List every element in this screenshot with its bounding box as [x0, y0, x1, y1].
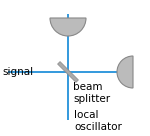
Text: beam
splitter: beam splitter [73, 82, 110, 104]
Bar [58, 62, 78, 82]
Wedge shape [50, 18, 86, 36]
Wedge shape [117, 56, 133, 88]
Text: local
oscillator: local oscillator [74, 110, 122, 132]
Text: signal: signal [2, 67, 33, 77]
